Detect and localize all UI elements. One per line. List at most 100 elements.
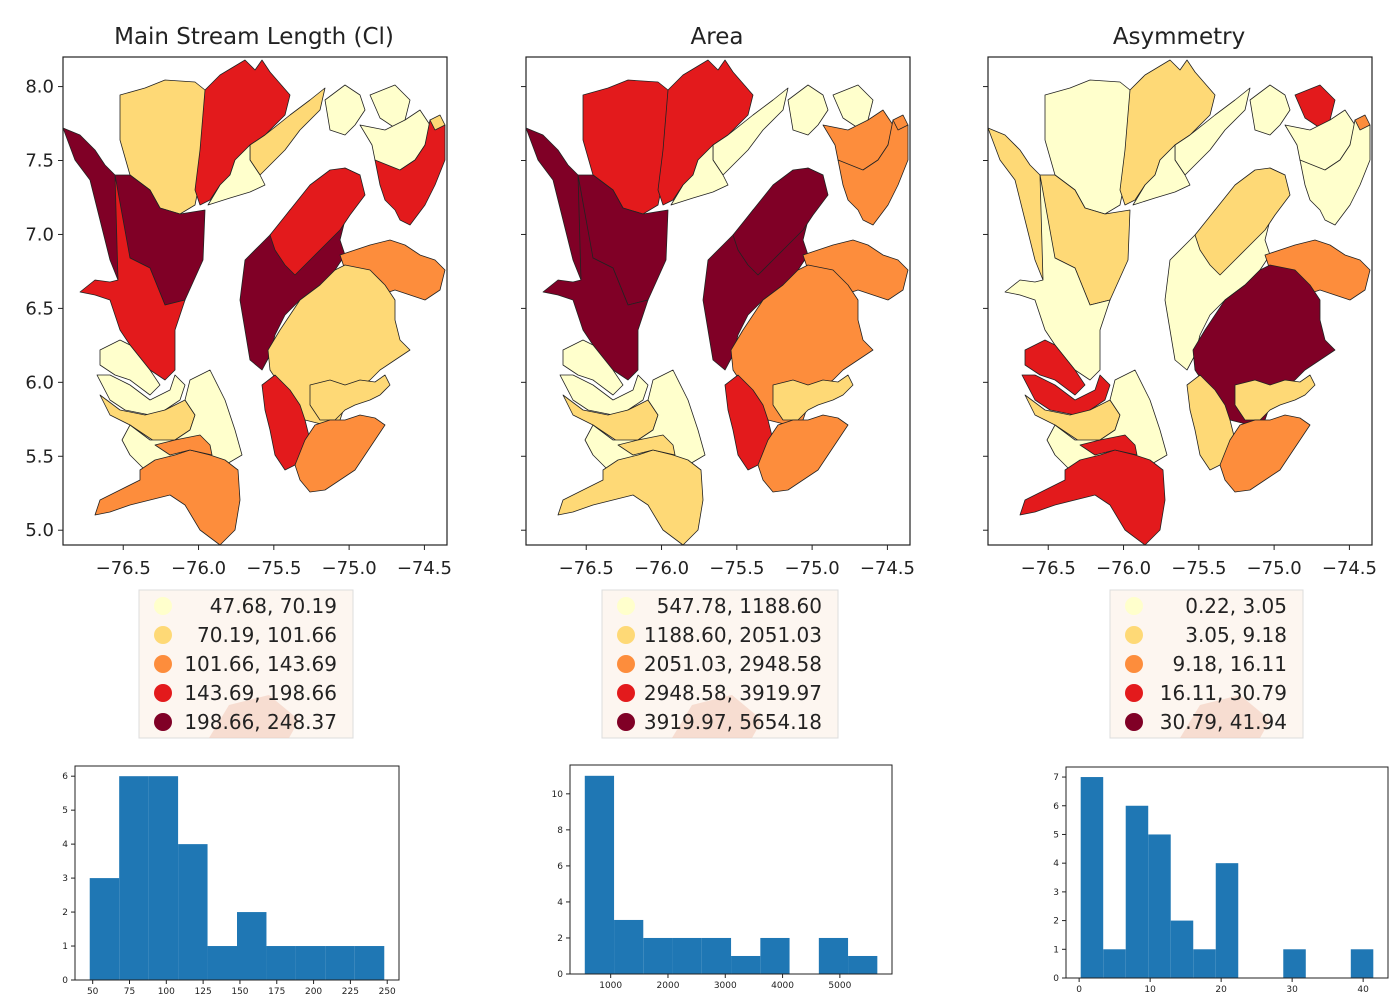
legend-marker — [154, 684, 172, 702]
map-frame-1 — [62, 56, 448, 546]
histogram-bar — [1080, 777, 1104, 978]
map-region — [1021, 374, 1111, 416]
histogram-bar — [1215, 863, 1239, 978]
x-tick-label: 4000 — [771, 981, 794, 991]
x-tick-label: 175 — [268, 987, 285, 997]
map-title-1: Main Stream Length (Cl) — [114, 24, 394, 50]
y-tick-label: 2 — [62, 908, 68, 918]
histogram-bar — [1125, 805, 1149, 978]
map-title-2: Area — [691, 24, 744, 50]
map-region — [559, 374, 649, 416]
x-tick-label: 125 — [195, 987, 212, 997]
map-legend-3: 0.22, 3.05 3.05, 9.18 9.18, 16.11 16.11, 30… — [1109, 589, 1304, 739]
legend-marker — [617, 713, 635, 731]
histogram-bar — [1170, 920, 1194, 978]
histogram-frame — [1065, 766, 1389, 979]
x-tick-label: 2000 — [657, 981, 680, 991]
histogram-bar — [1103, 949, 1126, 978]
legend-label: 70.19, 101.66 — [197, 623, 337, 647]
x-tick-label: −76.0 — [171, 558, 226, 579]
map-region — [757, 414, 849, 493]
map-region — [1219, 414, 1311, 493]
map-region — [99, 339, 161, 396]
y-tick-label: 3 — [62, 874, 68, 884]
map-region — [1024, 339, 1086, 396]
map-region — [557, 449, 704, 546]
x-tick-label: 75 — [124, 987, 135, 997]
y-tick-label: 8 — [557, 826, 563, 836]
x-tick-label: 3000 — [714, 981, 737, 991]
x-tick-label: −74.5 — [397, 558, 452, 579]
x-tick-label: −76.5 — [1021, 558, 1076, 579]
legend-label: 16.11, 30.79 — [1160, 681, 1287, 705]
legend-marker — [154, 713, 172, 731]
x-tick-label: 100 — [158, 987, 175, 997]
legend-marker — [1125, 684, 1143, 702]
histogram-bar — [266, 946, 296, 980]
x-tick-label: 250 — [379, 987, 396, 997]
legend-label: 198.66, 248.37 — [184, 710, 337, 734]
map-region — [1079, 434, 1138, 456]
x-tick-label: −75.5 — [1171, 558, 1226, 579]
legend-label: 2051.03, 2948.58 — [644, 652, 822, 676]
y-tick-label: 6.0 — [25, 372, 54, 393]
histogram-bar — [1148, 834, 1171, 978]
histogram-frame — [569, 764, 893, 975]
x-tick-label: 40 — [1357, 985, 1369, 995]
map-region — [670, 144, 729, 206]
histogram-bar — [1283, 949, 1306, 978]
legend-label: 47.68, 70.19 — [210, 594, 337, 618]
x-tick-label: −75.5 — [709, 558, 764, 579]
y-tick-label: 2 — [1053, 917, 1059, 927]
map-region — [1299, 119, 1371, 226]
histogram-bar — [701, 937, 732, 974]
map-region — [1354, 114, 1371, 131]
legend-label: 2948.58, 3919.97 — [644, 681, 822, 705]
y-tick-label: 5.5 — [25, 446, 54, 467]
y-tick-label: 8.0 — [25, 77, 54, 98]
y-tick-label: 6 — [557, 862, 563, 872]
map-region — [892, 114, 909, 131]
x-tick-label: 20 — [1215, 985, 1227, 995]
legend-label: 3919.97, 5654.18 — [644, 710, 822, 734]
map-region — [96, 374, 186, 416]
map-region — [987, 127, 1131, 306]
histogram-bar — [584, 775, 615, 974]
histogram-bar — [237, 912, 267, 980]
histogram-bar — [731, 955, 761, 974]
legend-backdrop — [209, 695, 299, 738]
histogram-bar — [178, 844, 208, 980]
y-tick-label: 6 — [62, 772, 68, 782]
x-tick-label: 30 — [1286, 985, 1298, 995]
x-tick-label: 0 — [1076, 985, 1082, 995]
map-legend-1: 47.68, 70.19 70.19, 101.66 101.66, 143.69 1… — [138, 589, 354, 739]
y-tick-label: 7.0 — [25, 224, 54, 245]
legend-marker — [1125, 626, 1143, 644]
y-tick-label: 0 — [1053, 974, 1059, 984]
map-region — [207, 144, 266, 206]
histogram-bar — [89, 878, 120, 980]
x-tick-label: −75.0 — [1247, 558, 1302, 579]
x-tick-label: −76.0 — [634, 558, 689, 579]
map-xticks-2: −76.5 −76.0 −75.5 −75.0 −74.5 — [559, 545, 915, 579]
y-tick-label: 7 — [1053, 773, 1059, 783]
map-yticks-3 — [983, 86, 988, 531]
y-tick-label: 6 — [1053, 802, 1059, 812]
legend-label: 547.78, 1188.60 — [657, 594, 822, 618]
map-xticks-3: −76.5 −76.0 −75.5 −75.0 −74.5 — [1021, 545, 1377, 579]
map-region — [772, 374, 854, 421]
map-region — [525, 127, 669, 306]
legend-marker — [154, 626, 172, 644]
y-tick-label: 10 — [552, 790, 564, 800]
map-region — [374, 119, 446, 226]
legend-backdrop — [1180, 695, 1270, 738]
y-tick-label: 1 — [1053, 945, 1059, 955]
histogram-bar — [1193, 949, 1216, 978]
legend-backdrop — [672, 695, 762, 738]
map-region — [562, 339, 624, 396]
histogram-bar — [119, 776, 149, 980]
histogram-bar — [148, 776, 179, 980]
map-frame-2 — [525, 56, 911, 546]
map-region — [269, 167, 366, 276]
map-region — [1234, 374, 1316, 421]
